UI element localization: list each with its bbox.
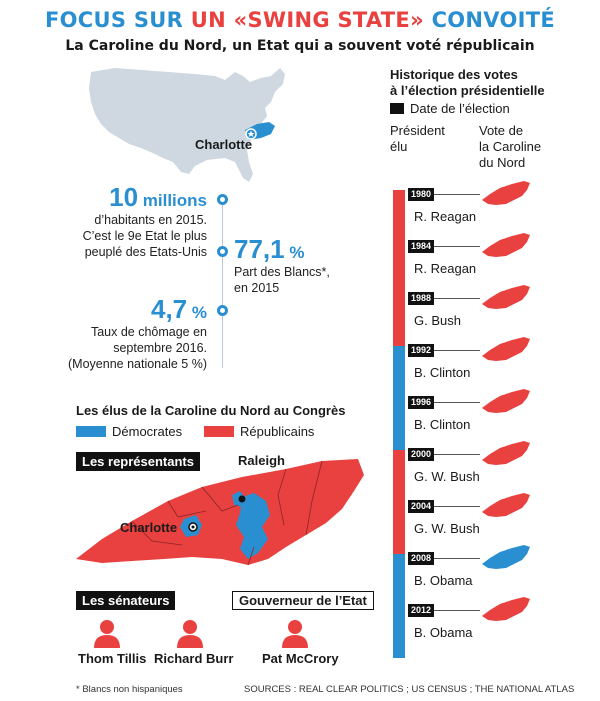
nc-democratic-district-east bbox=[236, 493, 270, 559]
president-name: B. Obama bbox=[414, 573, 473, 588]
election-year: 1988 bbox=[408, 292, 434, 305]
stat-population-text: d’habitants en 2015. C’est le 9e Etat le… bbox=[82, 213, 207, 259]
stat-population-value: 10 millions bbox=[109, 182, 207, 212]
date-swatch bbox=[390, 103, 404, 114]
stat-unemployment-value: 4,7 % bbox=[151, 294, 207, 324]
legend-swatch-dem bbox=[76, 426, 106, 437]
year-connector bbox=[434, 194, 480, 195]
timeline-dot bbox=[217, 246, 228, 257]
president-party-bar bbox=[393, 294, 405, 346]
north-carolina-districts-map bbox=[76, 459, 364, 566]
star-icon bbox=[245, 128, 257, 140]
north-carolina-icon bbox=[482, 337, 530, 361]
north-carolina-icon bbox=[482, 233, 530, 257]
president-party-bar bbox=[393, 346, 405, 398]
year-connector bbox=[434, 506, 480, 507]
year-connector bbox=[434, 454, 480, 455]
north-carolina-icon bbox=[482, 597, 530, 621]
election-year: 1980 bbox=[408, 188, 434, 201]
president-party-bar bbox=[393, 554, 405, 606]
president-name: B. Clinton bbox=[414, 417, 471, 432]
legend-republicans: Républicains bbox=[204, 424, 314, 439]
senator-name: Richard Burr bbox=[154, 651, 234, 666]
president-party-bar bbox=[393, 242, 405, 294]
president-name: G. W. Bush bbox=[414, 521, 480, 536]
charlotte-label: Charlotte bbox=[195, 137, 253, 152]
north-carolina-icon bbox=[482, 285, 530, 309]
senators-label: Les sénateurs bbox=[76, 591, 176, 610]
year-connector bbox=[434, 610, 480, 611]
north-carolina-icon bbox=[482, 545, 530, 569]
page-title: FOCUS SUR UN «SWING STATE» CONVOITÉ bbox=[44, 8, 556, 32]
president-name: R. Reagan bbox=[414, 261, 477, 276]
year-connector bbox=[434, 350, 480, 351]
us-map bbox=[89, 68, 285, 182]
election-year: 1984 bbox=[408, 240, 434, 253]
column-head-nc-vote: Vote de la Caroline du Nord bbox=[479, 123, 542, 170]
congress-title: Les élus de la Caroline du Nord au Congr… bbox=[76, 403, 346, 418]
sources: SOURCES : REAL CLEAR POLITICS ; US CENSU… bbox=[244, 684, 575, 695]
person-icon bbox=[282, 620, 308, 648]
president-name: G. Bush bbox=[414, 313, 461, 328]
person-icon bbox=[177, 620, 203, 648]
president-party-bar bbox=[393, 190, 405, 242]
president-name: B. Clinton bbox=[414, 365, 471, 380]
election-year: 2004 bbox=[408, 500, 434, 513]
governor-label: Gouverneur de l’Etat bbox=[232, 591, 374, 610]
stats-timeline bbox=[222, 198, 223, 368]
president-name: B. Obama bbox=[414, 625, 473, 640]
president-party-bar bbox=[393, 502, 405, 554]
election-year: 1992 bbox=[408, 344, 434, 357]
election-year: 2008 bbox=[408, 552, 434, 565]
column-head-president: Président élu bbox=[390, 123, 445, 154]
year-connector bbox=[434, 558, 480, 559]
representatives-label: Les représentants bbox=[76, 452, 200, 471]
stat-unemployment-text: Taux de chômage en septembre 2016. (Moye… bbox=[68, 325, 207, 371]
nc-republican-area bbox=[76, 459, 364, 565]
nc-district-borders bbox=[131, 460, 323, 566]
raleigh-dot bbox=[238, 495, 246, 503]
election-year: 1996 bbox=[408, 396, 434, 409]
stat-white-share-text: Part des Blancs*, en 2015 bbox=[234, 265, 330, 295]
history-legend: Date de l’élection bbox=[390, 101, 510, 116]
north-carolina-icon bbox=[482, 493, 530, 517]
president-party-bar bbox=[393, 398, 405, 450]
timeline-dot bbox=[217, 305, 228, 316]
charlotte-map-label: Charlotte bbox=[120, 520, 178, 535]
president-party-bar bbox=[393, 606, 405, 658]
north-carolina-icon bbox=[482, 441, 530, 465]
page-subtitle: La Caroline du Nord, un Etat qui a souve… bbox=[65, 38, 535, 54]
president-party-bar bbox=[393, 450, 405, 502]
timeline-dot bbox=[217, 194, 228, 205]
footnote: * Blancs non hispaniques bbox=[76, 684, 183, 695]
north-carolina-icon bbox=[482, 181, 530, 205]
person-icon bbox=[94, 620, 120, 648]
president-name: R. Reagan bbox=[414, 209, 477, 224]
raleigh-label: Raleigh bbox=[238, 453, 285, 468]
legend-swatch-rep bbox=[204, 426, 234, 437]
senator-name: Thom Tillis bbox=[78, 651, 147, 666]
year-connector bbox=[434, 246, 480, 247]
history-title: Historique des votes à l’élection présid… bbox=[390, 67, 545, 98]
president-name: G. W. Bush bbox=[414, 469, 480, 484]
election-year: 2000 bbox=[408, 448, 434, 461]
election-year: 2012 bbox=[408, 604, 434, 617]
governor-name: Pat McCrory bbox=[262, 651, 339, 666]
stat-white-share-value: 77,1 % bbox=[234, 234, 305, 264]
north-carolina-icon bbox=[482, 389, 530, 413]
legend-democrats: Démocrates bbox=[76, 424, 182, 439]
year-connector bbox=[434, 402, 480, 403]
us-outline bbox=[89, 68, 285, 182]
year-connector bbox=[434, 298, 480, 299]
